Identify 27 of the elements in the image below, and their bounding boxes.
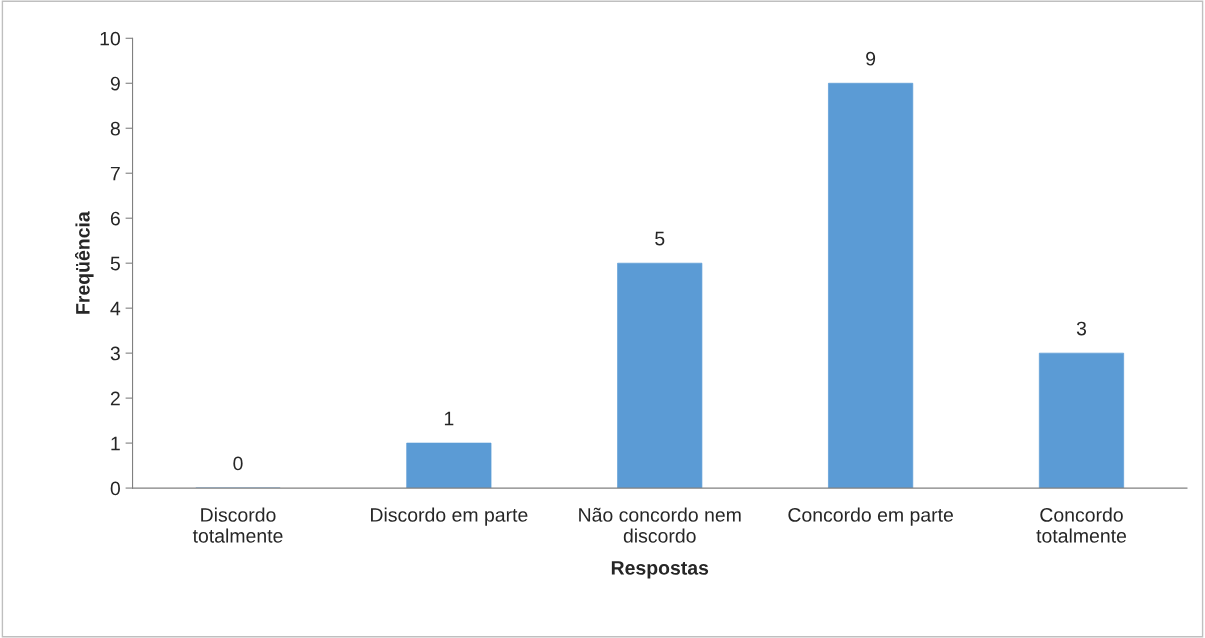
- data-label: 9: [866, 51, 876, 66]
- y-tick-label: 3: [110, 346, 120, 361]
- data-label: 1: [444, 411, 454, 426]
- y-tick-label: 1: [111, 436, 120, 451]
- y-tick-label: 2: [110, 391, 120, 406]
- bar: [406, 442, 492, 489]
- x-tick-label: Concordo em parte: [788, 507, 953, 526]
- y-tick-label: 10: [100, 31, 120, 46]
- y-axis-title: Freqüência: [75, 211, 94, 314]
- bar: [617, 262, 703, 489]
- y-tick-label: 4: [110, 301, 121, 316]
- y-tick-label: 0: [110, 481, 120, 496]
- bar: [1038, 352, 1125, 489]
- y-tick-label: 6: [110, 211, 120, 226]
- x-axis-title: Respostas: [611, 561, 709, 579]
- x-tick-label: Discordo totalmente: [192, 507, 283, 543]
- data-label: 5: [655, 231, 665, 246]
- x-tick-label: Discordo em parte: [371, 507, 528, 526]
- x-tick-label: Não concordo nem discordo: [579, 507, 741, 543]
- bar: [828, 82, 914, 489]
- data-label: 0: [233, 456, 243, 471]
- y-tick-label: 7: [110, 166, 120, 181]
- y-tick-label: 8: [110, 121, 120, 136]
- x-tick-label: Concordo totalmente: [1036, 507, 1127, 543]
- y-tick-label: 9: [110, 76, 120, 91]
- data-label: 3: [1076, 321, 1087, 336]
- y-tick-label: 5: [110, 256, 120, 271]
